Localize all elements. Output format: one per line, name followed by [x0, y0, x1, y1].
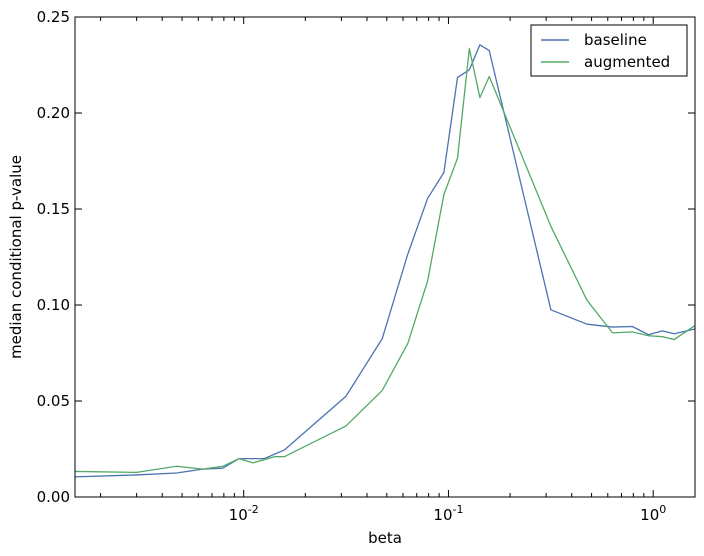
y-tick-label: 0.05 [37, 392, 70, 410]
legend-box [530, 24, 688, 77]
x-tick-label-base: 10 [433, 506, 452, 524]
y-axis-title: median conditional p-value [7, 155, 25, 359]
y-tick-label: 0.15 [37, 200, 70, 218]
series-line-baseline [75, 44, 695, 478]
y-tick-label: 0.25 [37, 8, 70, 26]
x-tick-label-exponent: -1 [453, 503, 464, 516]
x-tick-label-exponent: 0 [659, 503, 666, 516]
legend-label-baseline: baseline [584, 31, 647, 49]
y-tick-label: 0.00 [37, 488, 70, 506]
series-line-augmented [75, 48, 695, 474]
x-tick-label: 100 [640, 503, 666, 524]
legend: baseline augmented [530, 24, 688, 77]
lines-layer [75, 44, 695, 478]
x-tick-label-base: 10 [229, 506, 248, 524]
ticks-layer [75, 16, 695, 498]
x-tick-label: 10-2 [229, 503, 259, 524]
legend-label-augmented: augmented [584, 53, 670, 71]
y-tick-label: 0.10 [37, 296, 70, 314]
y-tick-label: 0.20 [37, 104, 70, 122]
x-tick-label-base: 10 [640, 506, 659, 524]
x-tick-label-exponent: -2 [248, 503, 259, 516]
x-tick-label: 10-1 [433, 503, 463, 524]
x-axis-title: beta [368, 529, 402, 547]
plot-frame [74, 16, 696, 498]
